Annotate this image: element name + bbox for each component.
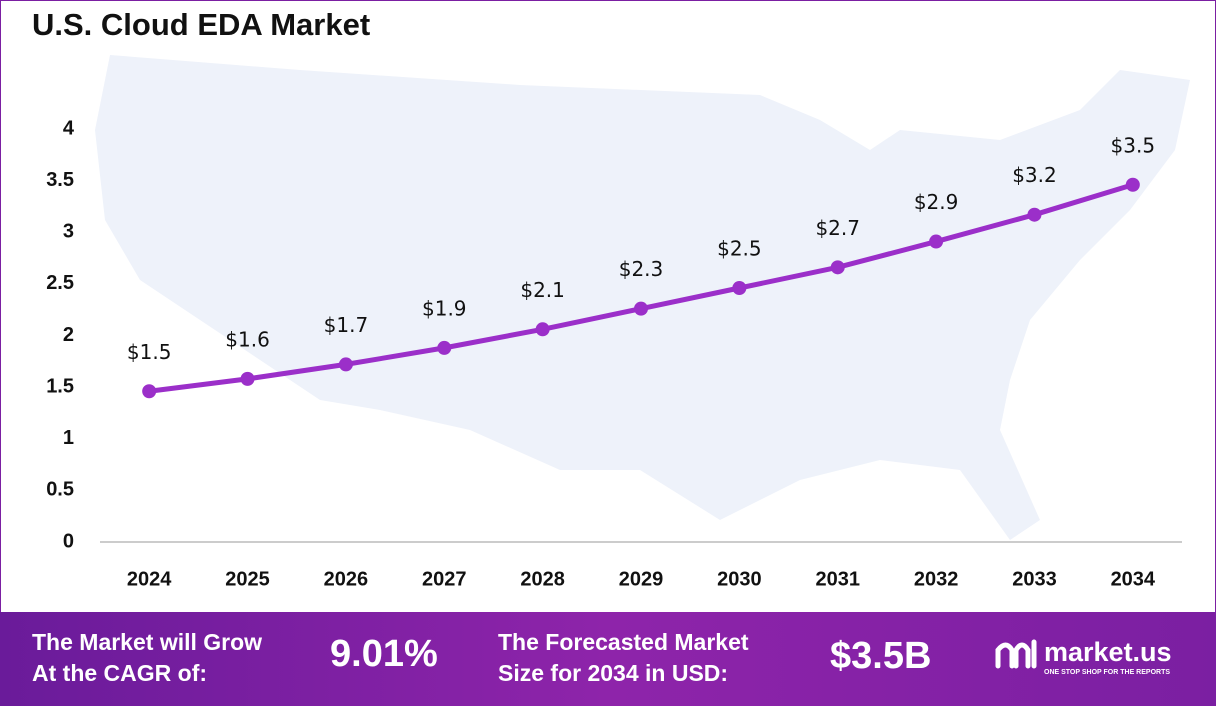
data-label: $1.6 <box>225 327 270 351</box>
data-label: $1.5 <box>127 340 172 364</box>
x-tick-label: 2031 <box>815 568 860 590</box>
cagr-text: The Market will Grow <box>32 629 262 655</box>
footer: The Market will Grow At the CAGR of: 9.0… <box>32 629 1172 686</box>
y-tick-label: 3 <box>63 221 74 243</box>
data-label: $2.7 <box>815 216 860 240</box>
y-tick-label: 0.5 <box>46 479 74 501</box>
point <box>830 260 845 275</box>
chart-title: U.S. Cloud EDA Market <box>32 7 370 42</box>
x-tick-label: 2024 <box>127 568 172 590</box>
brand: market.us <box>1044 637 1172 667</box>
x-tick-label: 2028 <box>520 568 565 590</box>
point <box>535 322 550 337</box>
point <box>1125 177 1140 192</box>
point <box>437 340 452 355</box>
forecast-text: The Forecasted Market <box>498 629 749 655</box>
forecast-value: $3.5B <box>830 635 931 677</box>
logo-icon <box>995 639 1037 669</box>
plot: 0 0.5 1 1.5 2 2.5 3 3.5 4 2024 2025 2026 2027 2028 202… <box>46 117 1156 590</box>
data-label: $1.9 <box>422 296 467 320</box>
data-label: $2.5 <box>717 237 762 261</box>
point <box>338 357 353 372</box>
x-tick-label: 2033 <box>1012 568 1057 590</box>
cagr-text: At the CAGR of: <box>32 660 207 686</box>
y-tick-label: 2 <box>63 324 74 346</box>
point <box>240 371 255 386</box>
x-tick-label: 2030 <box>717 568 762 590</box>
tagline: ONE STOP SHOP FOR THE REPORTS <box>1044 669 1170 676</box>
point <box>634 301 648 316</box>
data-label: $3.2 <box>1012 163 1057 187</box>
forecast-text: Size for 2034 in USD: <box>498 660 728 686</box>
x-tick-label: 2032 <box>914 568 959 590</box>
point <box>929 234 944 249</box>
x-tick-label: 2025 <box>225 568 270 590</box>
point <box>1027 207 1042 222</box>
x-tick-label: 2034 <box>1111 568 1156 590</box>
y-tick-label: 3.5 <box>46 169 74 191</box>
x-tick-label: 2027 <box>422 568 467 590</box>
y-tick-label: 2.5 <box>46 272 74 294</box>
data-label: $3.5 <box>1111 133 1156 157</box>
y-tick-label: 0 <box>63 530 74 552</box>
y-tick-label: 1.5 <box>46 375 74 397</box>
point <box>732 281 747 296</box>
map-background <box>95 55 1190 540</box>
point <box>142 384 157 399</box>
y-tick-label: 4 <box>63 117 75 139</box>
x-tick-label: 2026 <box>324 568 369 590</box>
x-tick-label: 2029 <box>619 568 664 590</box>
cagr-value: 9.01% <box>330 633 438 675</box>
data-label: $1.7 <box>324 313 369 337</box>
data-label: $2.3 <box>619 257 664 281</box>
data-label: $2.9 <box>914 190 959 214</box>
data-label: $2.1 <box>520 278 565 302</box>
y-tick-label: 1 <box>63 427 74 449</box>
